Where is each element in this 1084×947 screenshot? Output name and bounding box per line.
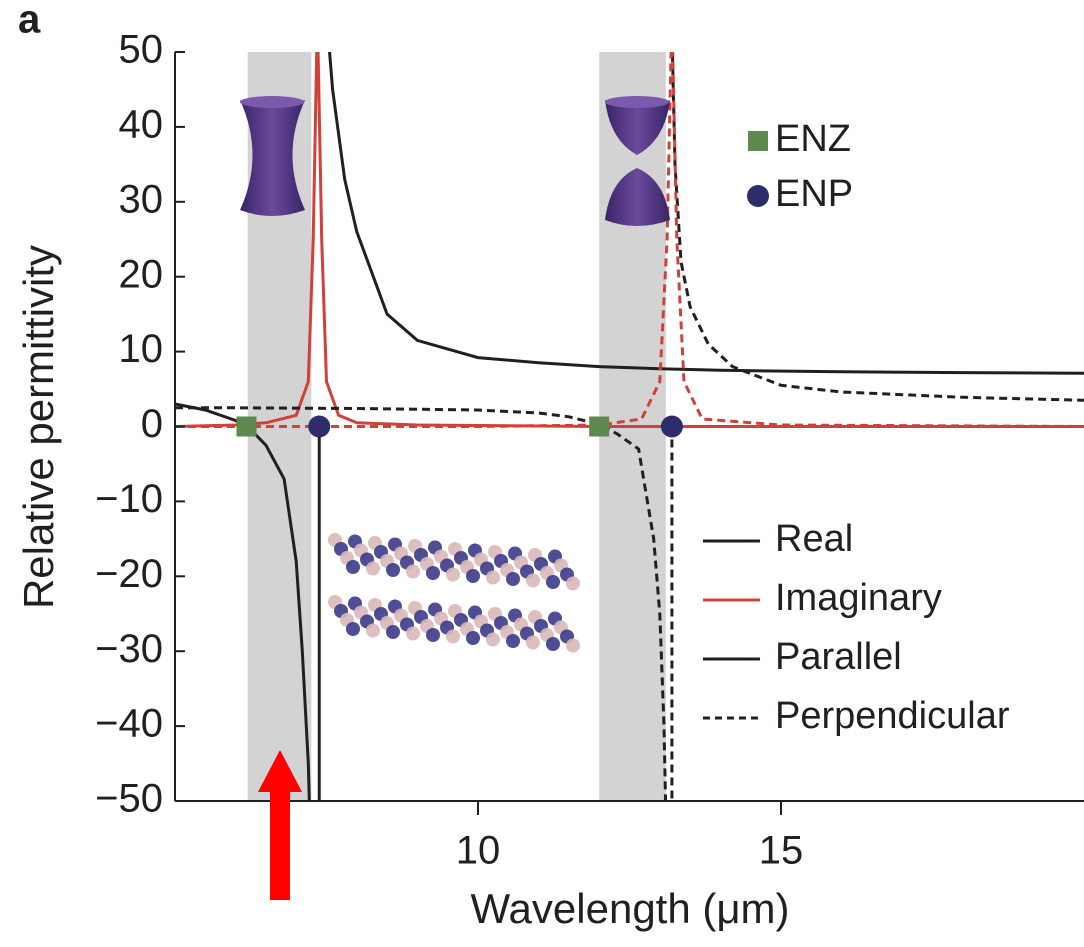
y-tick-label: 40 — [119, 102, 164, 146]
lattice-atom — [566, 639, 580, 653]
lattice-atom — [486, 633, 500, 647]
hyperboloid-top — [240, 96, 304, 108]
lattice-atom — [346, 622, 360, 636]
enp-marker — [661, 416, 683, 438]
lattice-atom — [526, 574, 540, 588]
legend-label: Perpendicular — [775, 695, 1010, 737]
x-axis-label: Wavelength (μm) — [470, 885, 789, 932]
y-tick-label: −30 — [95, 627, 163, 671]
lattice-atom — [546, 637, 560, 651]
lattice-atom — [446, 568, 460, 582]
y-tick-label: 50 — [119, 28, 164, 72]
x-tick-label: 10 — [456, 829, 501, 873]
lattice-atom — [406, 627, 420, 641]
legend-label: ENP — [775, 173, 853, 215]
lattice-atom — [466, 631, 480, 645]
lattice-atom — [386, 625, 400, 639]
y-tick-label: 30 — [119, 177, 164, 221]
enp-marker — [308, 416, 330, 438]
y-axis-label: Relative permittivity — [15, 245, 62, 609]
lattice-atom — [506, 634, 520, 648]
y-tick-label: 10 — [119, 327, 164, 371]
x-tick-label: 15 — [759, 829, 804, 873]
legend-label: Real — [775, 518, 853, 560]
lattice-atom — [446, 630, 460, 644]
panel-label: a — [18, 0, 41, 42]
lattice-atom — [426, 566, 440, 580]
cone-top-face — [605, 96, 669, 108]
lattice-atom — [526, 636, 540, 650]
lattice-atom — [386, 563, 400, 577]
lattice-atom — [346, 560, 360, 574]
y-tick-label: 0 — [141, 402, 163, 446]
y-tick-label: 20 — [119, 252, 164, 296]
lattice-atom — [406, 565, 420, 579]
lattice-atom — [466, 569, 480, 583]
chart: −50 −40 −30 −20 −10 0 10 20 30 40 50 10 15 a Wavelen… — [0, 0, 1084, 947]
y-tick-label: −40 — [95, 702, 163, 746]
lattice-atom — [486, 571, 500, 585]
legend-swatch — [748, 131, 768, 151]
lattice-atom — [566, 577, 580, 591]
lattice-atom — [546, 575, 560, 589]
legend-label: Parallel — [775, 636, 902, 678]
y-tick-label: −10 — [95, 477, 163, 521]
y-tick-label: −20 — [95, 552, 163, 596]
lattice-atom — [426, 628, 440, 642]
legend-swatch — [747, 185, 769, 207]
lattice-atom — [506, 572, 520, 586]
legend-label: ENZ — [775, 118, 851, 160]
enz-marker — [237, 417, 257, 437]
lattice-atom — [366, 562, 380, 576]
y-tick-label: −50 — [95, 777, 163, 821]
lattice-atom — [366, 624, 380, 638]
legend-label: Imaginary — [775, 577, 942, 619]
axes: −50 −40 −30 −20 −10 0 10 20 30 40 50 10 15 — [95, 28, 1084, 873]
enz-marker — [589, 417, 609, 437]
